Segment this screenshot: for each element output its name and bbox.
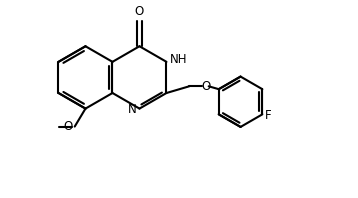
Text: O: O xyxy=(201,80,210,93)
Text: O: O xyxy=(63,120,73,133)
Text: F: F xyxy=(265,109,271,122)
Text: NH: NH xyxy=(170,53,188,66)
Text: N: N xyxy=(128,103,137,116)
Text: O: O xyxy=(135,5,144,18)
